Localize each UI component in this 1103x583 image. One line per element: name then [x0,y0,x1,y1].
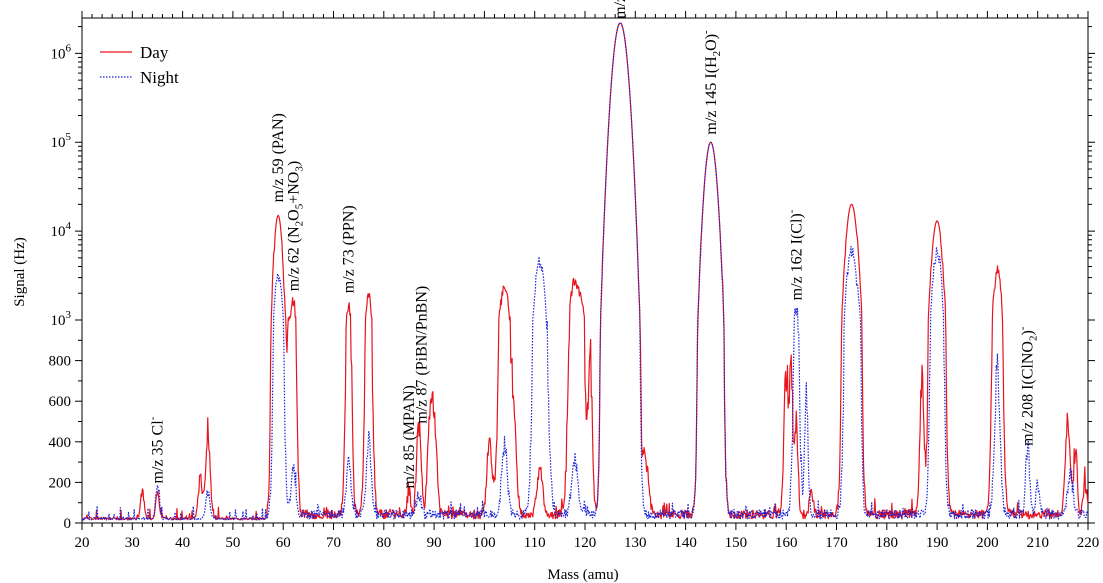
y-tick-label: 0 [64,516,72,532]
x-tick-label: 180 [876,535,899,551]
x-tick-label: 150 [725,535,748,551]
y-axis-label: Signal (Hz) [12,237,28,307]
x-tick-label: 50 [225,535,240,551]
legend-day-label: Day [140,43,169,62]
svg-text:m/z 62 (N2​O5​+NO3​): m/z 62 (N2​O5​+NO3​) [285,161,305,291]
series-day-line [81,22,1089,521]
x-tick-label: 80 [376,535,391,551]
x-tick-label: 140 [674,535,697,551]
svg-text:m/z 145 I(H2​O)-​: m/z 145 I(H2​O)-​ [700,30,723,135]
y-tick-label: 400 [49,435,72,451]
x-axis-label: Mass (amu) [547,567,618,583]
peak-annotation: m/z 59 (PAN) [270,113,287,202]
x-tick-label: 210 [1026,535,1049,551]
svg-text:m/z 162 I(Cl)-​: m/z 162 I(Cl)-​ [785,209,805,300]
ticks-layer [75,11,1095,530]
svg-text:m/z 85 (MPAN): m/z 85 (MPAN) [401,385,418,488]
peak-annotation: m/z 145 I(H2​O)-​ [700,30,723,135]
peak-annotation: m/z 208 I(ClNO2​)-​ [1017,326,1040,446]
plot-frame [81,17,1089,524]
svg-text:m/z 59 (PAN): m/z 59 (PAN) [270,113,287,202]
peak-annotation: m/z 62 (N2​O5​+NO3​) [285,161,305,291]
y-tick-label: 800 [49,354,72,370]
x-tick-label: 90 [427,535,442,551]
x-tick-label: 40 [175,535,190,551]
y-log-tick-label: 106 [51,42,72,62]
x-tick-label: 220 [1077,535,1100,551]
x-tick-label: 200 [976,535,999,551]
peak-annotation: m/z 87 (PiBN/PnBN) [414,286,431,424]
svg-text:m/z 208 I(ClNO2​)-​: m/z 208 I(ClNO2​)-​ [1017,326,1040,446]
legend-night-label: Night [140,68,179,87]
x-tick-label: 20 [75,535,90,551]
series-night-line [81,22,1089,521]
x-tick-label: 170 [825,535,848,551]
x-tick-label: 100 [473,535,496,551]
x-tick-label: 120 [574,535,597,551]
peak-annotation: m/z 73 (PPN) [341,205,358,293]
y-tick-label: 600 [49,394,72,410]
peak-annotation: m/z 35 Cl-​ [146,416,166,483]
x-tick-label: 190 [926,535,949,551]
y-log-tick-label: 104 [51,220,72,240]
y-log-tick-label: 105 [51,131,72,151]
x-tick-label: 60 [276,535,291,551]
y-tick-label: 200 [49,475,72,491]
labels-layer: 20 30 40 50 60 70 80 90 100 110 120 130 140 150 160 170… [49,42,1100,551]
x-tick-label: 70 [326,535,341,551]
series-layer [81,22,1089,521]
y-log-tick-label: 103 [51,309,72,329]
peak-annotation: m/z 127 I-​ [609,0,629,19]
plot-border [81,17,1089,524]
peak-annotation: m/z 162 I(Cl)-​ [785,209,805,300]
annotation-layer: m/z 35 Cl-​ m/z 59 (PAN)m/z 62 (N2​O5​+NO… [146,0,1039,489]
x-tick-label: 130 [624,535,647,551]
svg-text:m/z 35 Cl-​: m/z 35 Cl-​ [146,416,166,483]
legend: Day Night [100,43,179,87]
svg-text:m/z 127 I-​: m/z 127 I-​ [609,0,629,19]
svg-text:m/z 87 (PiBN/PnBN): m/z 87 (PiBN/PnBN) [414,286,431,424]
peak-annotation: m/z 85 (MPAN) [401,385,418,488]
x-tick-label: 30 [125,535,140,551]
x-tick-label: 110 [524,535,546,551]
svg-text:m/z 73 (PPN): m/z 73 (PPN) [341,205,358,293]
x-tick-label: 160 [775,535,798,551]
